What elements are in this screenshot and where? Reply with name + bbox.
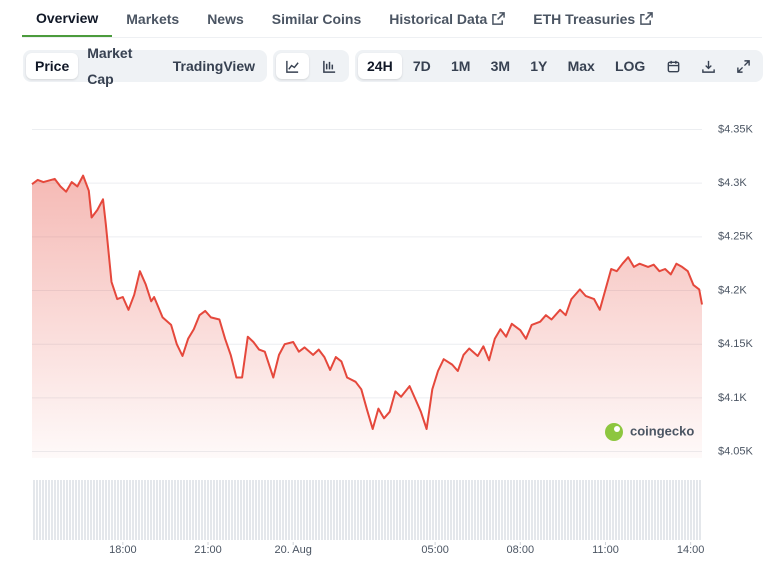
y-tick-label: $4.25K	[718, 231, 754, 243]
x-tick-label: 05:00	[421, 544, 449, 556]
chart-style-switch	[273, 50, 349, 82]
tab[interactable]: Similar Coins	[271, 10, 362, 27]
log-button[interactable]: LOG	[614, 58, 646, 74]
view-switch: Price Market Cap TradingView	[23, 45, 267, 87]
range-button[interactable]: Max	[567, 58, 595, 74]
tab-label: ETH Treasuries	[533, 10, 636, 27]
range-button[interactable]: 1Y	[530, 58, 548, 74]
range-switch: 24H 7D 1M 3M 1Y Max LOG	[355, 50, 763, 82]
y-tick-label: $4.1K	[718, 392, 747, 404]
tab[interactable]: ETH Treasuries	[519, 0, 667, 37]
watermark-text: coingecko	[630, 423, 694, 438]
range-button[interactable]: 24H	[358, 53, 402, 79]
external-link-icon	[492, 12, 506, 25]
x-tick-label: 08:00	[507, 544, 535, 556]
tab-bar: Overview Markets News Similar Coins Hist…	[22, 0, 762, 38]
volume-band	[32, 480, 702, 540]
line-chart-button[interactable]	[276, 53, 309, 79]
x-tick-label: 20. Aug	[275, 544, 312, 556]
fullscreen-button[interactable]	[727, 53, 760, 79]
x-tick-label: 11:00	[592, 544, 619, 556]
y-tick-label: $4.05K	[718, 445, 754, 457]
range-button[interactable]: 7D	[412, 58, 431, 74]
view-button[interactable]: Market Cap	[87, 45, 133, 87]
range-button[interactable]: 3M	[490, 58, 511, 74]
x-tick-label: 18:00	[109, 544, 137, 556]
tab-label: Historical Data	[389, 10, 488, 27]
x-tick-label: 21:00	[194, 544, 222, 556]
calendar-button[interactable]	[657, 53, 690, 79]
y-tick-label: $4.15K	[718, 338, 754, 350]
y-tick-label: $4.35K	[718, 123, 754, 135]
watermark: coingecko	[605, 423, 694, 441]
price-area	[32, 175, 702, 458]
candle-chart-button[interactable]	[313, 53, 346, 79]
x-tick-label: 14:00	[677, 544, 705, 556]
tab[interactable]: News	[207, 10, 244, 27]
range-button[interactable]: 1M	[450, 58, 471, 74]
view-button[interactable]: Price	[26, 53, 79, 79]
view-button[interactable]: TradingView	[172, 58, 255, 74]
y-tick-label: $4.3K	[718, 177, 747, 189]
download-button[interactable]	[692, 53, 725, 79]
tab[interactable]: Historical Data	[375, 0, 519, 37]
y-tick-label: $4.2K	[718, 284, 747, 296]
price-line	[31, 174, 703, 430]
price-chart: coingecko $4.05K $4.1K $4.15K $4.2K $4.25K $4…	[31, 123, 754, 556]
tab[interactable]: Overview	[22, 0, 113, 37]
tab[interactable]: Markets	[126, 10, 180, 27]
external-link-icon	[640, 12, 654, 25]
